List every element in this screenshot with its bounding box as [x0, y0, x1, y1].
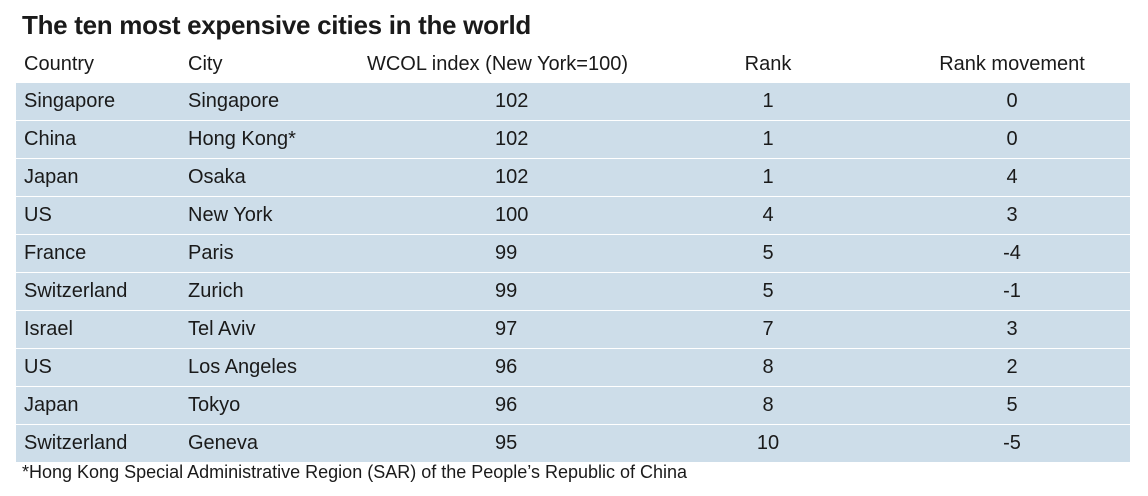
table-row: US Los Angeles 96 8 2 [16, 348, 1130, 387]
cell-city: Tokyo [180, 386, 353, 425]
cities-table: Country City WCOL index (New York=100) R… [16, 45, 1130, 463]
cell-city: Hong Kong* [180, 120, 353, 159]
cell-wcol-index: 102 [353, 83, 642, 121]
cell-city: Tel Aviv [180, 310, 353, 349]
cell-wcol-index: 102 [353, 120, 642, 159]
cell-country: US [16, 348, 180, 387]
cell-wcol-index: 96 [353, 386, 642, 425]
cell-rank-movement: 4 [894, 158, 1130, 197]
table-row: US New York 100 4 3 [16, 196, 1130, 235]
cell-rank: 5 [642, 272, 894, 311]
cell-city: Singapore [180, 83, 353, 121]
cell-country: Switzerland [16, 424, 180, 463]
cell-city: Paris [180, 234, 353, 273]
cell-country: Israel [16, 310, 180, 349]
cell-rank: 1 [642, 120, 894, 159]
cell-rank: 10 [642, 424, 894, 463]
header-wcol-index: WCOL index (New York=100) [353, 45, 642, 83]
cell-rank-movement: -5 [894, 424, 1130, 463]
chart-title: The ten most expensive cities in the wor… [22, 10, 531, 40]
cell-rank-movement: -4 [894, 234, 1130, 273]
header-city: City [180, 45, 353, 83]
footnote: *Hong Kong Special Administrative Region… [22, 462, 688, 482]
table-row: China Hong Kong* 102 1 0 [16, 120, 1130, 159]
cell-city: Geneva [180, 424, 353, 463]
cell-city: Osaka [180, 158, 353, 197]
header-rank: Rank [642, 45, 894, 83]
cell-rank: 1 [642, 158, 894, 197]
cell-rank: 4 [642, 196, 894, 235]
cell-rank-movement: 5 [894, 386, 1130, 425]
cell-rank-movement: 2 [894, 348, 1130, 387]
table-row: Japan Tokyo 96 8 5 [16, 386, 1130, 425]
table-body: Singapore Singapore 102 1 0 China Hong Kong* 10… [16, 83, 1130, 463]
cell-country: Japan [16, 386, 180, 425]
cell-rank: 7 [642, 310, 894, 349]
cell-country: Singapore [16, 83, 180, 121]
cell-wcol-index: 96 [353, 348, 642, 387]
cell-wcol-index: 99 [353, 234, 642, 273]
cell-wcol-index: 100 [353, 196, 642, 235]
cell-rank-movement: 0 [894, 83, 1130, 121]
cell-rank: 8 [642, 386, 894, 425]
table-row: Switzerland Zurich 99 5 -1 [16, 272, 1130, 311]
cell-city: New York [180, 196, 353, 235]
header-country: Country [16, 45, 180, 83]
cell-country: Switzerland [16, 272, 180, 311]
table-row: Switzerland Geneva 95 10 -5 [16, 424, 1130, 463]
table-row: France Paris 99 5 -4 [16, 234, 1130, 273]
cell-wcol-index: 102 [353, 158, 642, 197]
cell-country: Japan [16, 158, 180, 197]
cell-rank-movement: 0 [894, 120, 1130, 159]
cell-city: Los Angeles [180, 348, 353, 387]
cell-country: US [16, 196, 180, 235]
cell-wcol-index: 97 [353, 310, 642, 349]
cell-rank: 8 [642, 348, 894, 387]
cell-wcol-index: 99 [353, 272, 642, 311]
table-row: Israel Tel Aviv 97 7 3 [16, 310, 1130, 349]
header-row: Country City WCOL index (New York=100) R… [16, 45, 1130, 83]
cell-rank-movement: 3 [894, 196, 1130, 235]
cell-rank: 5 [642, 234, 894, 273]
cell-country: France [16, 234, 180, 273]
cell-rank-movement: 3 [894, 310, 1130, 349]
table-row: Singapore Singapore 102 1 0 [16, 83, 1130, 121]
cell-rank-movement: -1 [894, 272, 1130, 311]
header-rank-movement: Rank movement [894, 45, 1130, 83]
cell-country: China [16, 120, 180, 159]
cell-wcol-index: 95 [353, 424, 642, 463]
table-row: Japan Osaka 102 1 4 [16, 158, 1130, 197]
cell-rank: 1 [642, 83, 894, 121]
cell-city: Zurich [180, 272, 353, 311]
